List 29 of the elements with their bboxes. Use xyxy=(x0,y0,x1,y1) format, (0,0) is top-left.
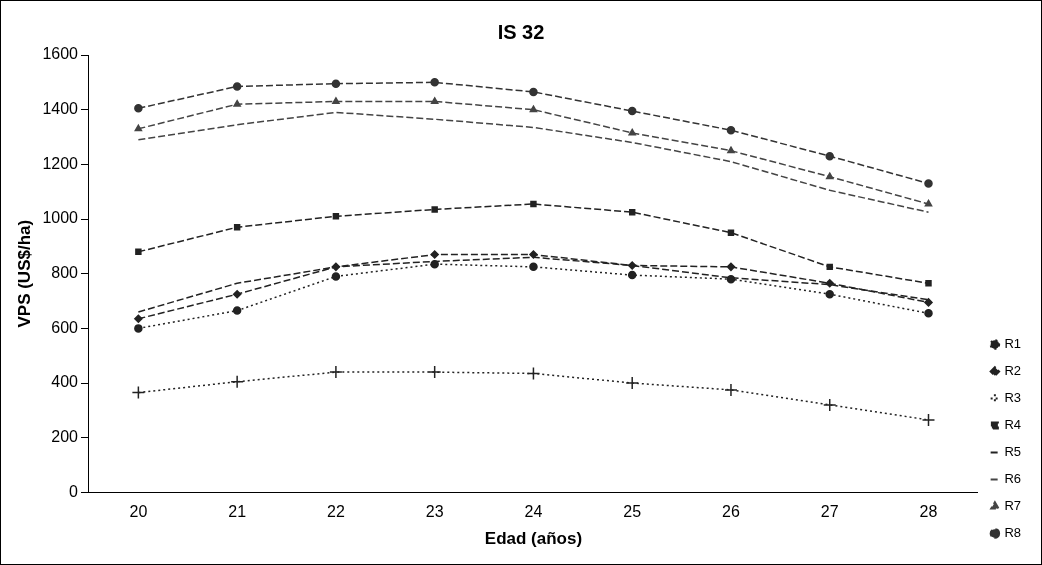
legend-label: R1 xyxy=(1004,336,1022,352)
y-tick-label: 800 xyxy=(51,264,79,282)
x-tick-label: 24 xyxy=(524,503,543,521)
x-axis-title: Edad (años) xyxy=(484,529,583,549)
y-tick-label: 600 xyxy=(51,318,79,336)
x-tick-label: 22 xyxy=(327,503,345,521)
y-tick-label: 1600 xyxy=(42,45,79,63)
x-tick-label: 28 xyxy=(919,503,938,521)
legend-label: R2 xyxy=(1004,363,1022,379)
x-tick-label: 27 xyxy=(820,503,839,521)
legend-label: R8 xyxy=(1004,525,1022,541)
legend-label: R5 xyxy=(1004,444,1022,460)
y-tick-label: 400 xyxy=(51,373,79,391)
y-tick-label: 200 xyxy=(51,428,79,446)
y-tick-label: 1200 xyxy=(42,154,79,172)
x-tick-label: 20 xyxy=(129,503,148,521)
y-tick-label: 0 xyxy=(69,482,79,500)
legend-label: R7 xyxy=(1004,498,1022,514)
x-tick-label: 26 xyxy=(722,503,740,521)
chart-title: IS 32 xyxy=(497,20,545,43)
y-tick-label: 1400 xyxy=(42,100,79,118)
x-tick-label: 23 xyxy=(425,503,444,521)
y-axis-title: VPS (US$/ha) xyxy=(14,219,34,328)
y-tick-label: 1000 xyxy=(42,209,79,227)
x-tick-label: 25 xyxy=(623,503,642,521)
legend-label: R4 xyxy=(1004,417,1022,433)
legend-label: R3 xyxy=(1004,390,1022,406)
x-tick-label: 21 xyxy=(228,503,247,521)
legend-label: R6 xyxy=(1004,471,1022,487)
